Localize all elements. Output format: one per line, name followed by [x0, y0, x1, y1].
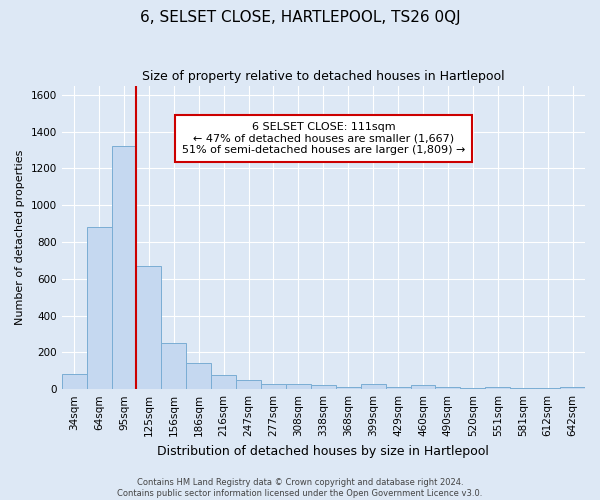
Y-axis label: Number of detached properties: Number of detached properties	[15, 150, 25, 325]
Bar	[62, 374, 86, 389]
Bar	[361, 384, 386, 389]
Text: 6 SELSET CLOSE: 111sqm
← 47% of detached houses are smaller (1,667)
51% of semi-: 6 SELSET CLOSE: 111sqm ← 47% of detached…	[182, 122, 465, 155]
Bar	[236, 380, 261, 389]
Bar	[386, 388, 410, 389]
Bar	[485, 388, 510, 389]
Bar	[336, 388, 361, 389]
Title: Size of property relative to detached houses in Hartlepool: Size of property relative to detached ho…	[142, 70, 505, 83]
Bar	[560, 388, 585, 389]
Text: 6, SELSET CLOSE, HARTLEPOOL, TS26 0QJ: 6, SELSET CLOSE, HARTLEPOOL, TS26 0QJ	[140, 10, 460, 25]
Bar	[286, 384, 311, 389]
Bar	[211, 376, 236, 389]
Bar	[311, 384, 336, 389]
Bar	[261, 384, 286, 389]
Bar	[112, 146, 136, 389]
Bar	[186, 364, 211, 389]
Bar	[410, 384, 436, 389]
X-axis label: Distribution of detached houses by size in Hartlepool: Distribution of detached houses by size …	[157, 444, 489, 458]
Bar	[535, 388, 560, 389]
Bar	[136, 266, 161, 389]
Bar	[161, 343, 186, 389]
Bar	[460, 388, 485, 389]
Bar	[86, 227, 112, 389]
Text: Contains HM Land Registry data © Crown copyright and database right 2024.
Contai: Contains HM Land Registry data © Crown c…	[118, 478, 482, 498]
Bar	[510, 388, 535, 389]
Bar	[436, 388, 460, 389]
